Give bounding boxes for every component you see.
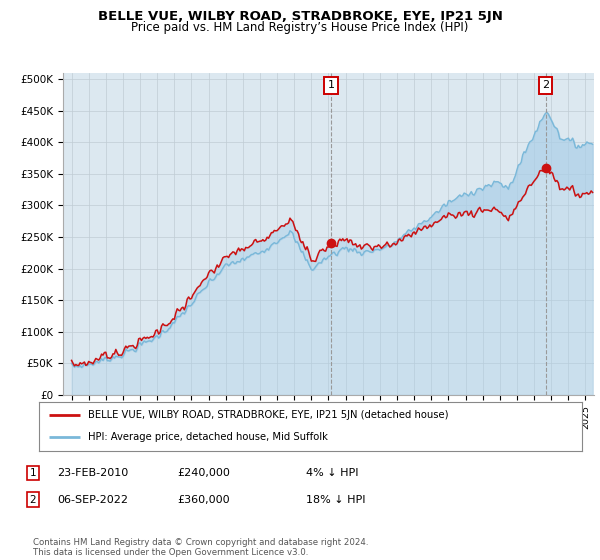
Text: 2: 2 xyxy=(29,494,37,505)
Text: £240,000: £240,000 xyxy=(177,468,230,478)
Text: 2: 2 xyxy=(542,81,549,90)
Text: HPI: Average price, detached house, Mid Suffolk: HPI: Average price, detached house, Mid … xyxy=(88,432,328,442)
Text: 4% ↓ HPI: 4% ↓ HPI xyxy=(306,468,359,478)
Text: 18% ↓ HPI: 18% ↓ HPI xyxy=(306,494,365,505)
Text: Price paid vs. HM Land Registry’s House Price Index (HPI): Price paid vs. HM Land Registry’s House … xyxy=(131,21,469,34)
Text: 06-SEP-2022: 06-SEP-2022 xyxy=(57,494,128,505)
Text: 1: 1 xyxy=(29,468,37,478)
Text: BELLE VUE, WILBY ROAD, STRADBROKE, EYE, IP21 5JN: BELLE VUE, WILBY ROAD, STRADBROKE, EYE, … xyxy=(98,10,502,22)
Text: 23-FEB-2010: 23-FEB-2010 xyxy=(57,468,128,478)
Text: 1: 1 xyxy=(328,81,334,90)
Text: BELLE VUE, WILBY ROAD, STRADBROKE, EYE, IP21 5JN (detached house): BELLE VUE, WILBY ROAD, STRADBROKE, EYE, … xyxy=(88,410,448,420)
Text: Contains HM Land Registry data © Crown copyright and database right 2024.
This d: Contains HM Land Registry data © Crown c… xyxy=(33,538,368,557)
Text: £360,000: £360,000 xyxy=(177,494,230,505)
